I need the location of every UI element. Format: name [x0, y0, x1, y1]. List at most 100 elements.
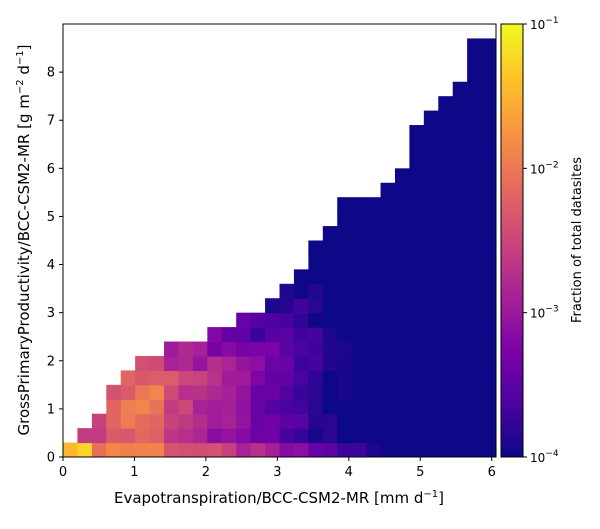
- heatmap-cell: [279, 428, 295, 444]
- heatmap-cell: [366, 370, 382, 386]
- heatmap-cell: [279, 327, 295, 343]
- heatmap-cell: [438, 240, 454, 256]
- heatmap-cell: [337, 211, 353, 227]
- heatmap-cell: [467, 442, 483, 457]
- heatmap-cell: [308, 240, 324, 256]
- heatmap-cell: [351, 413, 367, 429]
- heatmap-cell: [178, 370, 194, 386]
- heatmap-cell: [221, 341, 237, 357]
- y-tick-label: 1: [47, 402, 55, 417]
- heatmap-cell: [265, 399, 281, 415]
- heatmap-cell: [467, 269, 483, 285]
- heatmap-cell: [452, 182, 468, 198]
- heatmap-cell: [452, 168, 468, 184]
- heatmap-cell: [380, 182, 396, 198]
- heatmap-cell: [467, 96, 483, 112]
- heatmap-cell: [380, 327, 396, 343]
- heatmap-cell: [481, 413, 496, 429]
- heatmap-cell: [308, 283, 324, 299]
- heatmap-cell: [366, 240, 382, 256]
- heatmap-cell: [351, 197, 367, 213]
- y-tick-label: 2: [47, 354, 55, 369]
- heatmap-cell: [236, 413, 252, 429]
- heatmap-cell: [337, 240, 353, 256]
- y-tick-label: 5: [47, 210, 55, 225]
- heatmap-cell: [438, 110, 454, 126]
- heatmap-cell: [192, 399, 208, 415]
- heatmap-cell: [207, 384, 223, 400]
- heatmap-cell: [178, 428, 194, 444]
- heatmap-cell: [351, 269, 367, 285]
- heatmap-cell: [481, 399, 496, 415]
- heatmap-cell: [293, 413, 309, 429]
- heatmap-cell: [467, 327, 483, 343]
- heatmap-cell: [366, 399, 382, 415]
- y-axis-label: GrossPrimaryProductivity/BCC-CSM2-MR [g …: [15, 44, 33, 435]
- heatmap-cell: [394, 341, 410, 357]
- heatmap-cell: [293, 428, 309, 444]
- heatmap-cell: [409, 370, 425, 386]
- heatmap-cell: [409, 399, 425, 415]
- heatmap-cell: [178, 355, 194, 371]
- heatmap-cell: [337, 341, 353, 357]
- heatmap-cell: [135, 428, 151, 444]
- heatmap-cell: [394, 211, 410, 227]
- heatmap-cell: [351, 254, 367, 270]
- heatmap-cell: [380, 240, 396, 256]
- heatmap-cell: [279, 399, 295, 415]
- heatmap-cell: [322, 240, 338, 256]
- heatmap-cell: [366, 413, 382, 429]
- heatmap-cell: [467, 125, 483, 141]
- heatmap-cell: [467, 370, 483, 386]
- heatmap-cell: [380, 370, 396, 386]
- heatmap-cell: [149, 384, 165, 400]
- heatmap-cell: [351, 428, 367, 444]
- heatmap-cell: [394, 428, 410, 444]
- heatmap-cell: [366, 283, 382, 299]
- heatmap-cell: [452, 298, 468, 314]
- heatmap-cell: [394, 254, 410, 270]
- heatmap-cell: [438, 125, 454, 141]
- heatmap-cell: [164, 413, 180, 429]
- heatmap-cell: [452, 341, 468, 357]
- heatmap-cell: [423, 341, 439, 357]
- heatmap-cell: [481, 442, 496, 457]
- heatmap-cell: [293, 283, 309, 299]
- heatmap-cell: [380, 428, 396, 444]
- heatmap-cell: [351, 240, 367, 256]
- heatmap-cell: [337, 226, 353, 242]
- heatmap-cell: [192, 442, 208, 457]
- heatmap-cell: [481, 139, 496, 155]
- heatmap-cell: [236, 312, 252, 328]
- heatmap-cell: [380, 298, 396, 314]
- heatmap-cell: [366, 312, 382, 328]
- heatmap-cell: [106, 413, 122, 429]
- heatmap-cell: [452, 312, 468, 328]
- heatmap-cell: [481, 370, 496, 386]
- heatmap-cell: [337, 442, 353, 457]
- heatmap-cell: [221, 442, 237, 457]
- heatmap-cell: [265, 370, 281, 386]
- heatmap-cell: [322, 298, 338, 314]
- heatmap-cell: [394, 269, 410, 285]
- heatmap-cell: [467, 52, 483, 68]
- heatmap-cell: [467, 384, 483, 400]
- heatmap-cell: [438, 312, 454, 328]
- heatmap-cell: [322, 283, 338, 299]
- heatmap-cell: [423, 269, 439, 285]
- heatmap-cell: [135, 370, 151, 386]
- heatmap-cell: [409, 298, 425, 314]
- heatmap-cell: [308, 428, 324, 444]
- heatmap-cell: [120, 384, 136, 400]
- heatmap-cell: [351, 298, 367, 314]
- heatmap-cell: [192, 370, 208, 386]
- heatmap-cell: [380, 312, 396, 328]
- heatmap-cell: [293, 298, 309, 314]
- heatmap-cell: [164, 370, 180, 386]
- heatmap-cell: [481, 327, 496, 343]
- heatmap-cell: [322, 370, 338, 386]
- y-tick-label: 4: [47, 258, 55, 273]
- heatmap-cell: [322, 254, 338, 270]
- heatmap-cell: [452, 413, 468, 429]
